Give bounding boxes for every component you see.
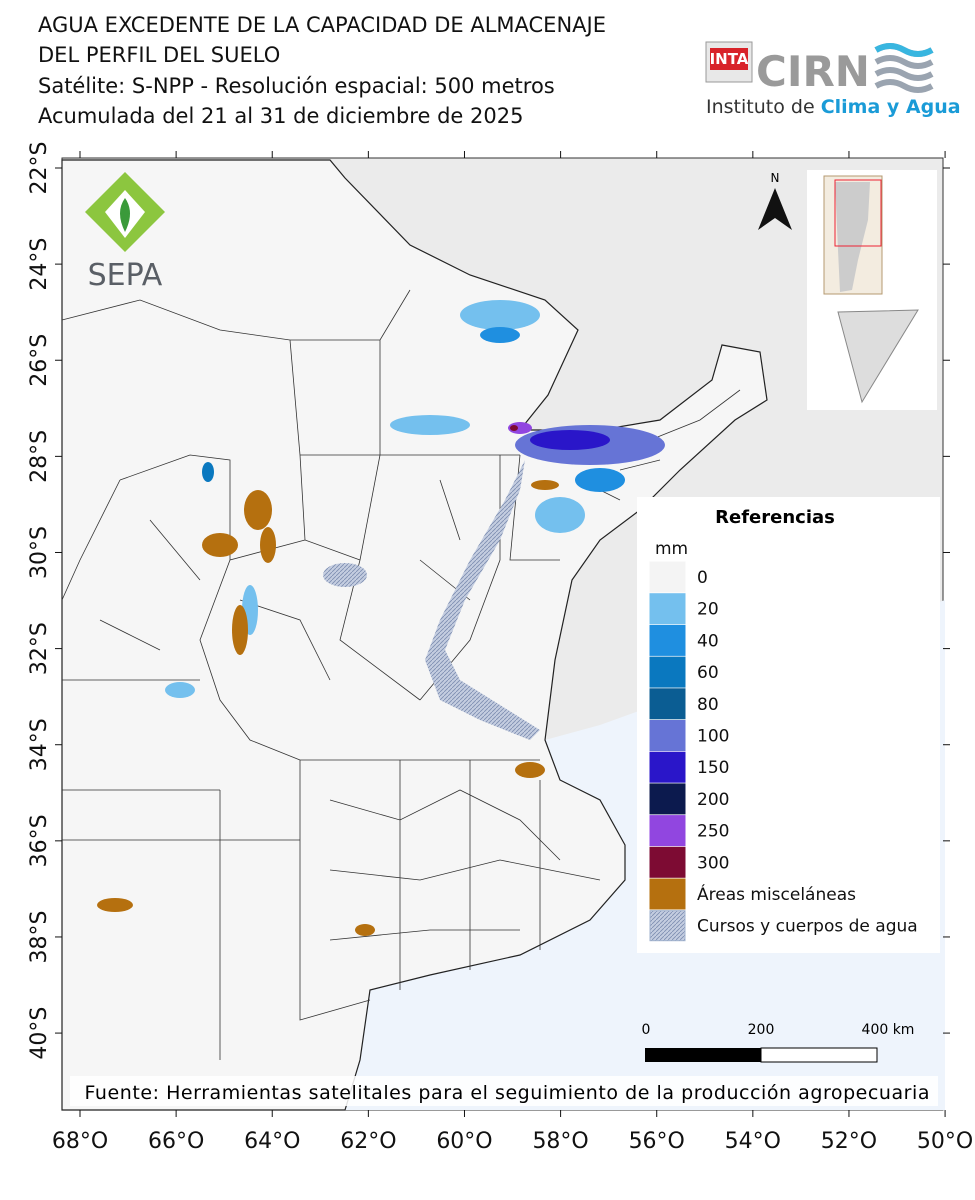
misc-areas <box>97 480 559 936</box>
lat-tick-label: 24°S <box>27 238 52 291</box>
province-borders <box>61 289 741 1060</box>
legend-label: 100 <box>697 727 729 747</box>
legend-swatch <box>649 688 686 720</box>
lat-tick-label: 28°S <box>27 430 52 483</box>
inset-map <box>807 170 937 410</box>
legend-swatch <box>649 910 686 942</box>
lat-tick-label: 26°S <box>27 334 52 387</box>
legend-label: 200 <box>697 790 729 810</box>
source-text: Fuente: Herramientas satelitales para el… <box>85 1082 930 1104</box>
lat-tick-label: 32°S <box>27 622 52 675</box>
title-line: DEL PERFIL DEL SUELO <box>38 43 280 67</box>
inta-logo-text: INTA <box>710 50 749 68</box>
legend-label: 150 <box>697 758 729 778</box>
logo-subtitle: Instituto de Clima y Agua <box>706 96 961 118</box>
legend-swatch <box>649 815 686 847</box>
title-line: Acumulada del 21 al 31 de diciembre de 2… <box>38 104 523 128</box>
scale-label: 200 <box>748 1022 775 1038</box>
legend-swatch <box>649 846 686 878</box>
title-line: AGUA EXCEDENTE DE LA CAPACIDAD DE ALMACE… <box>38 13 606 37</box>
legend-label: 80 <box>697 695 719 715</box>
legend-swatch <box>649 593 686 625</box>
lat-tick-label: 30°S <box>27 526 52 579</box>
legend: Referencias mm 0 20 40 60 80 100 150 200 250 300 Á… <box>637 497 940 953</box>
legend-swatch <box>649 720 686 751</box>
legend-label: 0 <box>697 568 708 588</box>
legend-swatch <box>649 624 686 656</box>
cirn-logo: INTA CIRN Instituto de Clima y Agua <box>705 41 961 118</box>
lon-tick-label: 52°O <box>821 1129 877 1154</box>
axis-ticks: 22°S 24°S 26°S 28°S 30°S 32°S 34°S 36°S 38°S 40°S… <box>27 142 973 1154</box>
land <box>61 159 768 1111</box>
scale-label: 0 <box>642 1022 651 1038</box>
lon-tick-label: 50°O <box>917 1129 973 1154</box>
north-label: N <box>771 171 780 185</box>
title-line: Satélite: S-NPP - Resolución espacial: 5… <box>38 74 555 98</box>
lat-tick-label: 22°S <box>27 142 52 195</box>
legend-label: 60 <box>697 663 719 683</box>
map: SEPA N Referencias mm 0 20 40 60 80 100 150 200… <box>61 157 945 1111</box>
legend-swatch <box>649 561 686 593</box>
sepa-logo-text: SEPA <box>88 258 163 293</box>
lon-tick-label: 66°O <box>148 1129 204 1154</box>
lon-tick-label: 64°O <box>244 1129 300 1154</box>
legend-label: 20 <box>697 600 719 620</box>
header: AGUA EXCEDENTE DE LA CAPACIDAD DE ALMACE… <box>38 13 606 128</box>
legend-swatch <box>649 783 686 815</box>
legend-swatch <box>649 656 686 688</box>
legend-label: 40 <box>697 631 719 651</box>
lat-tick-label: 34°S <box>27 718 52 771</box>
lon-tick-label: 62°O <box>340 1129 396 1154</box>
logo-subtitle-accent: Clima y Agua <box>821 96 961 118</box>
legend-swatch <box>649 878 686 910</box>
legend-swatch <box>649 751 686 783</box>
legend-label: Áreas misceláneas <box>697 883 856 905</box>
cirn-logo-text: CIRN <box>756 47 870 96</box>
sepa-logo: SEPA <box>85 172 165 293</box>
logo-subtitle-text: Instituto de <box>706 96 815 118</box>
lon-tick-label: 68°O <box>52 1129 108 1154</box>
lon-tick-label: 58°O <box>532 1129 588 1154</box>
lat-tick-label: 40°S <box>27 1007 52 1060</box>
legend-label: Cursos y cuerpos de agua <box>697 917 918 937</box>
lat-tick-label: 38°S <box>27 910 52 963</box>
legend-label: 300 <box>697 853 729 873</box>
lon-tick-label: 54°O <box>725 1129 781 1154</box>
north-arrow: N <box>758 171 792 230</box>
legend-label: 250 <box>697 822 729 842</box>
scale-label: 400 km <box>862 1022 915 1038</box>
legend-box <box>637 497 940 953</box>
water-bodies <box>323 460 540 740</box>
legend-title: Referencias <box>715 507 835 528</box>
legend-unit: mm <box>655 539 688 559</box>
scale-bar: 0 200 400 km <box>642 1022 915 1063</box>
lon-tick-label: 60°O <box>436 1129 492 1154</box>
lat-tick-label: 36°S <box>27 814 52 867</box>
lon-tick-label: 56°O <box>629 1129 685 1154</box>
